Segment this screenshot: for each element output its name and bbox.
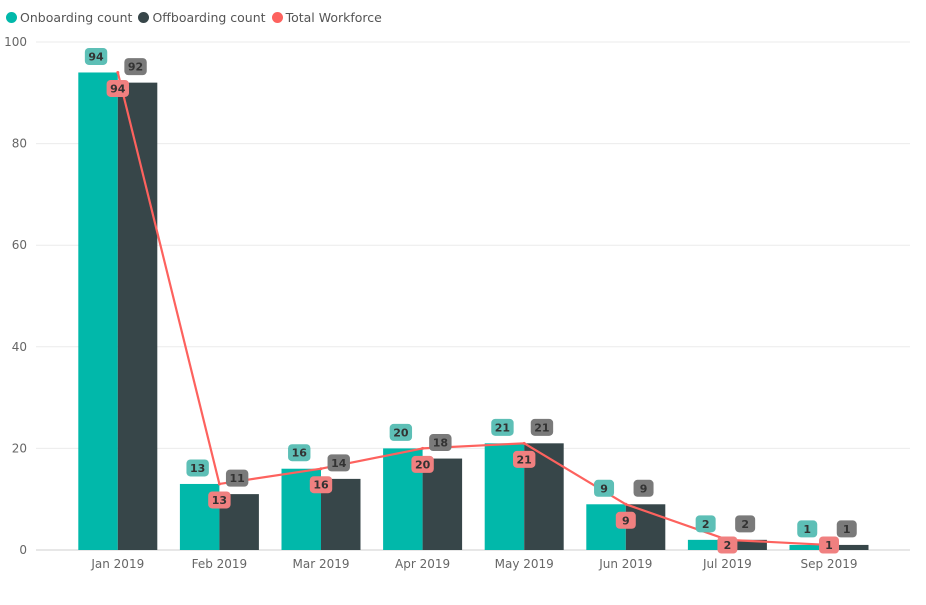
data-label-total-workforce: 13: [212, 494, 227, 507]
bar-onboarding: [78, 72, 118, 550]
data-label-total-workforce-box: [717, 536, 738, 554]
data-label-total-workforce: 20: [415, 458, 431, 471]
bar-offboarding: [117, 82, 158, 550]
data-label-onboarding: 94: [88, 50, 104, 63]
data-label-offboarding-box: [225, 469, 249, 487]
legend-swatch-onboarding: [6, 11, 17, 23]
data-label-total-workforce: 21: [517, 453, 532, 466]
data-label-onboarding-box: [695, 515, 716, 533]
data-label-offboarding: 21: [534, 421, 549, 434]
bar-onboarding: [687, 539, 728, 550]
x-tick-label: Feb 2019: [192, 557, 248, 571]
legend-swatch-total-workforce: [271, 11, 283, 23]
data-label-onboarding-box: [797, 520, 818, 538]
data-label-offboarding: 1: [843, 523, 851, 536]
bar-offboarding: [422, 458, 463, 550]
legend-swatch-offboarding: [138, 11, 150, 23]
data-label-offboarding-box: [735, 515, 756, 533]
x-tick-label: May 2019: [495, 557, 554, 571]
line-point-total-workforce: [522, 441, 526, 445]
legend-label-offboarding: Offboarding count: [152, 9, 266, 25]
data-label-offboarding-box: [633, 479, 654, 497]
line-point-total-workforce: [319, 467, 323, 471]
data-label-onboarding: 21: [495, 421, 510, 434]
y-tick-label: 20: [12, 441, 27, 455]
data-label-onboarding: 16: [292, 447, 308, 460]
x-tick-label: Mar 2019: [293, 557, 350, 571]
data-label-offboarding-box: [530, 418, 554, 436]
data-label-onboarding-box: [288, 444, 311, 462]
legend-label-total-workforce: Total Workforce: [285, 9, 382, 25]
line-point-total-workforce: [217, 482, 221, 486]
data-label-onboarding-box: [186, 459, 209, 477]
data-label-offboarding: 92: [128, 61, 143, 74]
data-label-offboarding: 9: [640, 482, 648, 495]
x-tick-label: Sep 2019: [801, 557, 858, 571]
y-tick-label: 0: [19, 543, 27, 557]
data-label-total-workforce-box: [411, 455, 434, 473]
data-label-total-workforce-box: [106, 79, 129, 97]
y-tick-label: 40: [12, 340, 27, 354]
bar-offboarding: [829, 544, 869, 550]
data-label-offboarding: 18: [433, 437, 448, 450]
x-tick-label: Apr 2019: [395, 557, 450, 571]
data-label-total-workforce-box: [819, 536, 839, 554]
data-label-onboarding: 1: [803, 523, 811, 536]
bar-onboarding: [789, 544, 829, 550]
data-label-total-workforce-box: [615, 511, 636, 529]
data-label-offboarding: 11: [229, 472, 244, 485]
data-label-total-workforce-box: [513, 450, 536, 468]
data-label-total-workforce: 94: [110, 82, 126, 95]
legend-item-offboarding[interactable]: Offboarding count: [138, 9, 266, 25]
data-label-offboarding: 2: [741, 518, 749, 531]
data-label-offboarding-box: [327, 454, 350, 472]
legend-label-onboarding: Onboarding count: [20, 9, 133, 25]
line-point-total-workforce: [624, 502, 628, 506]
y-tick-label: 100: [4, 35, 27, 49]
data-label-onboarding-box: [84, 47, 108, 65]
data-label-offboarding: 14: [331, 457, 347, 470]
data-label-onboarding-box: [389, 423, 413, 441]
legend-item-total-workforce[interactable]: Total Workforce: [271, 9, 382, 25]
data-label-offboarding-box: [429, 434, 452, 452]
bar-offboarding: [727, 539, 767, 550]
data-label-total-workforce: 1: [825, 539, 833, 552]
data-label-onboarding: 9: [600, 482, 608, 495]
y-tick-label: 80: [12, 137, 27, 151]
data-label-onboarding: 13: [190, 462, 205, 475]
x-tick-label: Jun 2019: [598, 557, 652, 571]
data-label-total-workforce-box: [208, 491, 231, 509]
data-label-total-workforce-box: [309, 476, 333, 494]
data-label-onboarding-box: [594, 479, 615, 497]
data-label-offboarding-box: [836, 520, 857, 538]
legend-item-onboarding[interactable]: Onboarding count: [6, 10, 132, 25]
y-tick-label: 60: [12, 238, 27, 252]
data-label-total-workforce: 2: [724, 539, 732, 552]
line-point-total-workforce: [116, 70, 120, 74]
data-label-onboarding-box: [491, 418, 514, 436]
chart-legend: Onboarding count Offboarding count Total…: [6, 8, 388, 26]
x-tick-label: Jul 2019: [702, 557, 752, 571]
line-point-total-workforce: [421, 446, 425, 450]
x-tick-label: Jan 2019: [90, 557, 144, 571]
data-label-total-workforce: 9: [622, 514, 630, 527]
data-label-onboarding: 2: [702, 518, 710, 531]
data-label-total-workforce: 16: [313, 479, 329, 492]
data-label-onboarding: 20: [393, 426, 409, 439]
data-label-offboarding-box: [124, 58, 147, 76]
